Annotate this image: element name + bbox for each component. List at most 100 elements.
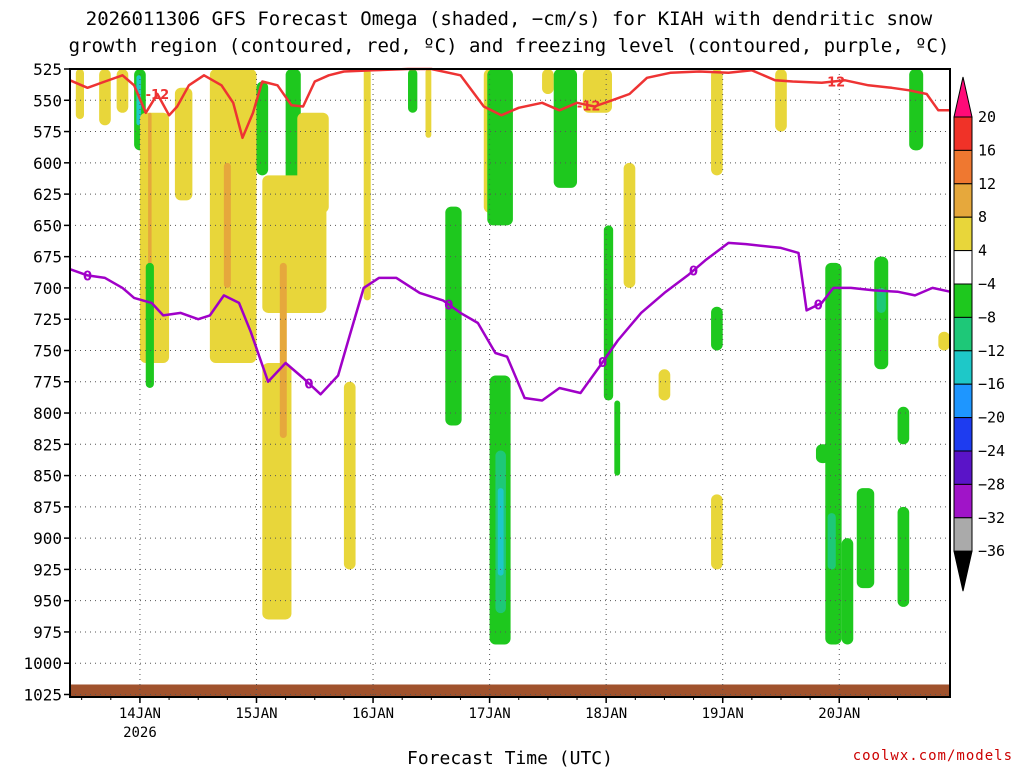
y-tick-label: 800	[33, 404, 62, 423]
y-tick-label: 1025	[23, 685, 62, 704]
y-tick-label: 875	[33, 498, 62, 517]
colorbar-label: −8	[978, 308, 996, 326]
dgz-contour-label: -12	[146, 88, 170, 103]
omega-shaded-region	[711, 69, 723, 176]
colorbar-swatch	[953, 149, 973, 185]
colorbar-label: −36	[978, 542, 1005, 560]
omega-shaded-region	[425, 69, 432, 138]
x-tick-label: 15JAN	[235, 706, 277, 722]
colorbar-label: −4	[978, 275, 996, 293]
omega-shaded-region	[938, 331, 950, 351]
terrain-layer	[70, 684, 950, 697]
omega-shaded-region	[223, 162, 231, 288]
y-tick-label: 550	[33, 91, 62, 110]
colorbar-swatch	[953, 216, 973, 252]
colorbar-swatch	[953, 350, 973, 385]
omega-shaded-region	[825, 262, 842, 645]
omega-shaded-region	[603, 225, 614, 401]
omega-shaded-region	[75, 69, 84, 120]
omega-shaded-region	[136, 75, 142, 126]
y-tick-label: 725	[33, 310, 62, 329]
dgz-contour-label: -12	[822, 76, 846, 91]
y-tick-label: 525	[33, 60, 62, 79]
colorbar-label: −32	[978, 509, 1005, 527]
y-tick-label: 700	[33, 279, 62, 298]
freezing-level-contour-label: 0	[444, 299, 453, 314]
y-axis-ticks: 525 550 575 600 625 650 675 700 725 750 775 800 825 8…	[23, 60, 70, 704]
x-axis-ticks: 14JAN 2026 15JAN 16JAN 17JAN 18JAN 19JAN 20JAN	[81, 697, 928, 741]
omega-shaded-region	[139, 112, 170, 363]
y-tick-label: 950	[33, 592, 62, 611]
freezing-level-contour	[69, 241, 951, 402]
dgz-contour	[69, 67, 950, 140]
credit-text: coolwx.com/models	[853, 748, 1013, 764]
colorbar-label: 12	[978, 175, 996, 193]
x-tick-sublabel: 2026	[123, 725, 157, 741]
omega-shaded-region	[487, 69, 513, 226]
colorbar-label: −16	[978, 375, 1005, 393]
freezing-level-contour-label: 0	[83, 269, 92, 284]
y-tick-label: 675	[33, 248, 62, 267]
omega-shaded-region	[841, 538, 854, 645]
omega-shaded-region	[145, 262, 154, 389]
y-tick-label: 975	[33, 623, 62, 642]
x-tick-label: 19JAN	[702, 706, 744, 722]
omega-shaded-region	[99, 69, 111, 126]
colorbar-top-arrow	[953, 76, 973, 118]
colorbar-label: −24	[978, 442, 1005, 460]
omega-shaded-region	[116, 69, 129, 113]
y-tick-label: 650	[33, 216, 62, 235]
x-axis-label: Forecast Time (UTC)	[407, 748, 613, 768]
colorbar-swatch	[953, 383, 973, 419]
y-tick-label: 775	[33, 373, 62, 392]
colorbar-swatch	[953, 483, 973, 519]
freezing-level-contour-label: 0	[598, 356, 607, 371]
colorbar-swatch	[953, 316, 973, 352]
y-tick-label: 850	[33, 467, 62, 486]
y-tick-label: 750	[33, 341, 62, 360]
omega-shaded-region	[711, 306, 723, 351]
y-tick-label: 625	[33, 185, 62, 204]
x-tick-label: 14JAN	[119, 706, 161, 722]
omega-shaded-region	[497, 488, 504, 576]
omega-shaded-region	[279, 262, 287, 439]
colorbar-bottom-arrow	[953, 550, 973, 592]
freezing-level-contour-label: 0	[689, 264, 698, 279]
colorbar-swatch	[953, 116, 973, 151]
omega-shaded-region	[897, 406, 910, 445]
y-tick-label: 825	[33, 435, 62, 454]
omega-shaded-region	[297, 112, 329, 213]
colorbar-label: 8	[978, 208, 987, 226]
x-tick-label: 20JAN	[818, 706, 860, 722]
omega-shaded-region	[909, 69, 924, 151]
omega-shaded-region	[827, 513, 836, 570]
plot-frame	[69, 68, 951, 698]
freezing-level-contour-label: 0	[814, 299, 823, 314]
x-tick-label: 16JAN	[352, 706, 394, 722]
colorbar-label: 16	[978, 141, 996, 159]
x-tick-label: 17JAN	[469, 706, 511, 722]
omega-shaded-region	[614, 400, 621, 476]
omega-shaded-region	[209, 69, 257, 363]
colorbar-label: 4	[978, 242, 987, 260]
colorbar-label: −28	[978, 475, 1005, 493]
y-tick-label: 600	[33, 154, 62, 173]
colorbar-swatch	[953, 450, 973, 485]
terrain-band	[70, 684, 950, 697]
chart-title-line2: growth region (contoured, red, ºC) and f…	[69, 35, 950, 57]
x-tick-label: 18JAN	[585, 706, 627, 722]
omega-shaded-region	[343, 381, 356, 570]
omega-shaded-region	[262, 362, 292, 620]
omega-shaded-region	[148, 112, 152, 288]
dgz-contour-label: -12	[577, 99, 601, 114]
y-tick-label: 1000	[23, 654, 62, 673]
omega-shaded-region	[174, 87, 193, 201]
omega-shaded-region	[623, 162, 636, 288]
omega-shaded-region	[876, 287, 886, 313]
colorbar-label: −20	[978, 409, 1005, 427]
colorbar: 20 16 12 8 4 −4 −8 −12 −16 −20 −24 −28 −32 −36	[953, 76, 1005, 592]
omega-shaded-region	[897, 506, 910, 607]
colorbar-swatch	[953, 250, 973, 285]
colorbar-swatch	[953, 517, 973, 552]
